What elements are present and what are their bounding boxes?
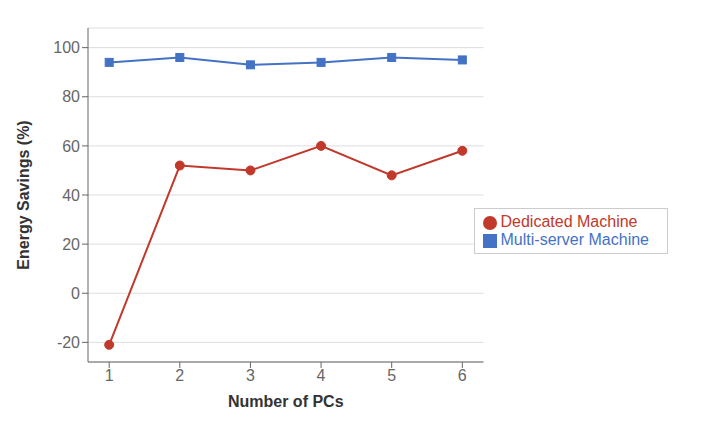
svg-text:20: 20 <box>62 236 80 253</box>
svg-text:Energy Savings (%): Energy Savings (%) <box>15 120 32 269</box>
svg-text:60: 60 <box>62 138 80 155</box>
svg-text:3: 3 <box>246 367 255 384</box>
svg-text:80: 80 <box>62 88 80 105</box>
svg-text:5: 5 <box>387 367 396 384</box>
svg-text:100: 100 <box>53 39 80 56</box>
svg-text:0: 0 <box>71 285 80 302</box>
html-text:Dedicated Machine: Dedicated Machine <box>500 213 638 230</box>
svg-text:-20: -20 <box>57 334 80 351</box>
svg-text:40: 40 <box>62 187 80 204</box>
svg-text:1: 1 <box>105 367 114 384</box>
html-text:Multi-server Machine: Multi-server Machine <box>500 231 649 248</box>
svg-text:6: 6 <box>458 367 467 384</box>
svg-text:Number of PCs: Number of PCs <box>228 393 344 410</box>
svg-text:4: 4 <box>317 367 326 384</box>
svg-text:2: 2 <box>175 367 184 384</box>
